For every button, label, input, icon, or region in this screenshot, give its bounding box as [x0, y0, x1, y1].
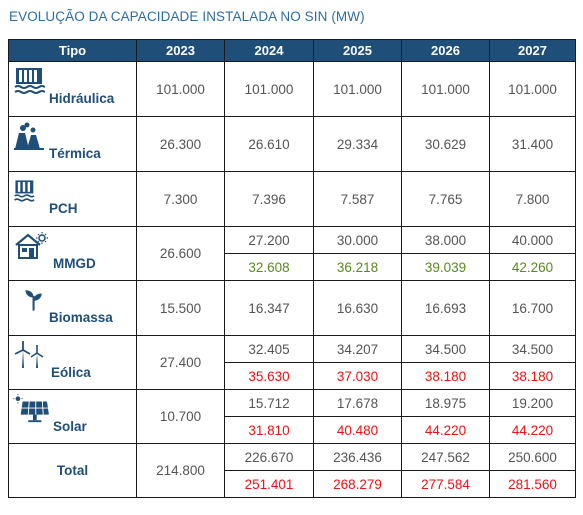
header-2024: 2024 [224, 39, 314, 62]
row-label-cell: MMGD [8, 226, 137, 281]
header-row: Tipo 2023 2024 2025 2026 2027 [8, 39, 576, 62]
table-row: MMGD 26.600 27.200 30.000 38.000 40.000 [8, 226, 576, 281]
value-cell: 38.180 [489, 362, 576, 390]
value-cell: 101.000 [136, 61, 225, 117]
value-cell: 30.629 [401, 116, 490, 172]
row-label-mmgd: MMGD [53, 256, 96, 271]
value-cell: 27.200 [224, 226, 314, 254]
table-row: 35.630 37.030 38.180 38.180 [9, 362, 576, 390]
wind-turbine-icon [14, 341, 44, 368]
value-cell: 10.700 [136, 389, 225, 444]
value-cell: 26.610 [224, 116, 314, 172]
value-cell: 236.436 [313, 443, 402, 471]
row-label-solar: Solar [53, 419, 87, 434]
table-row: 31.810 40.480 44.220 44.220 [9, 416, 576, 444]
value-cell: 15.500 [136, 280, 225, 336]
value-cell: 247.562 [401, 443, 490, 471]
value-cell: 101.000 [224, 61, 314, 117]
value-cell: 29.334 [313, 116, 402, 172]
value-cell: 38.000 [401, 226, 490, 254]
value-cell: 40.000 [489, 226, 576, 254]
solar-panel-icon [13, 394, 49, 423]
value-cell: 27.400 [136, 335, 225, 390]
value-cell: 7.765 [401, 171, 490, 227]
value-cell: 7.800 [489, 171, 576, 227]
value-cell: 32.405 [224, 335, 314, 363]
row-label-cell: Biomassa [8, 280, 137, 336]
value-cell: 34.500 [401, 335, 490, 363]
value-cell: 18.975 [401, 389, 490, 417]
value-cell: 101.000 [489, 61, 576, 117]
value-cell: 26.300 [136, 116, 225, 172]
value-cell: 281.560 [489, 470, 576, 498]
value-cell: 15.712 [224, 389, 314, 417]
value-cell: 36.218 [313, 253, 402, 281]
row-label-cell: Térmica [8, 116, 137, 172]
value-cell: 19.200 [489, 389, 576, 417]
value-cell: 32.608 [224, 253, 314, 281]
table-row: Total 214.800 226.670 236.436 247.562 25… [8, 443, 576, 498]
header-tipo: Tipo [8, 39, 137, 62]
header-2027: 2027 [489, 39, 576, 62]
value-cell: 42.260 [489, 253, 576, 281]
table-row: 32.608 36.218 39.039 42.260 [9, 253, 576, 281]
value-cell: 16.630 [313, 280, 402, 336]
header-2026: 2026 [401, 39, 490, 62]
value-cell: 17.678 [313, 389, 402, 417]
thermal-plant-icon [14, 122, 44, 150]
row-label-biomassa: Biomassa [49, 310, 113, 325]
value-cell: 26.600 [136, 226, 225, 281]
value-cell: 7.396 [224, 171, 314, 227]
value-cell: 38.180 [401, 362, 490, 390]
header-2023: 2023 [136, 39, 225, 62]
row-label-eolica: Eólica [51, 365, 91, 380]
value-cell: 40.480 [313, 416, 402, 444]
table-row: Hidráulica 101.000 101.000 101.000 101.0… [8, 61, 576, 117]
value-cell: 16.693 [401, 280, 490, 336]
capacity-table: Tipo 2023 2024 2025 2026 2027 Hidráulic [8, 39, 576, 498]
value-cell: 251.401 [224, 470, 314, 498]
solar-house-icon [15, 232, 48, 259]
value-cell: 101.000 [401, 61, 490, 117]
table-row: Térmica 26.300 26.610 29.334 30.629 31.4… [8, 116, 576, 172]
value-cell: 34.500 [489, 335, 576, 363]
small-hydro-icon [14, 180, 35, 202]
value-cell: 44.220 [401, 416, 490, 444]
value-cell: 31.400 [489, 116, 576, 172]
value-cell: 7.300 [136, 171, 225, 227]
value-cell: 16.347 [224, 280, 314, 336]
value-cell: 277.584 [401, 470, 490, 498]
value-cell: 35.630 [224, 362, 314, 390]
value-cell: 44.220 [489, 416, 576, 444]
value-cell: 30.000 [313, 226, 402, 254]
row-label-cell: Solar [8, 389, 137, 444]
value-cell: 39.039 [401, 253, 490, 281]
row-label-pch: PCH [49, 201, 78, 216]
table-row: PCH 7.300 7.396 7.587 7.765 7.800 [8, 171, 576, 227]
value-cell: 226.670 [224, 443, 314, 471]
plant-sprout-icon [25, 290, 42, 311]
value-cell: 7.587 [313, 171, 402, 227]
row-label-hidraulica: Hidráulica [49, 91, 115, 106]
hydro-dam-icon [14, 68, 45, 94]
value-cell: 268.279 [313, 470, 402, 498]
row-label-termica: Térmica [49, 146, 101, 161]
table-row: Biomassa 15.500 16.347 16.630 16.693 16.… [8, 280, 576, 336]
page-title: EVOLUÇÃO DA CAPACIDADE INSTALADA NO SIN … [9, 9, 365, 24]
value-cell: 101.000 [313, 61, 402, 117]
value-cell: 214.800 [136, 443, 225, 498]
table-row: Eólica 27.400 32.405 34.207 34.500 34.50… [8, 335, 576, 390]
value-cell: 16.700 [489, 280, 576, 336]
value-cell: 250.600 [489, 443, 576, 471]
value-cell: 31.810 [224, 416, 314, 444]
value-cell: 34.207 [313, 335, 402, 363]
row-label-cell: PCH [8, 171, 137, 227]
row-label-total: Total [8, 443, 137, 498]
table-row: 251.401 268.279 277.584 281.560 [9, 470, 576, 498]
table-row: Solar 10.700 15.712 17.678 18.975 19.200 [8, 389, 576, 444]
row-label-cell: Hidráulica [8, 61, 137, 117]
row-label-cell: Eólica [8, 335, 137, 390]
header-2025: 2025 [313, 39, 402, 62]
value-cell: 37.030 [313, 362, 402, 390]
